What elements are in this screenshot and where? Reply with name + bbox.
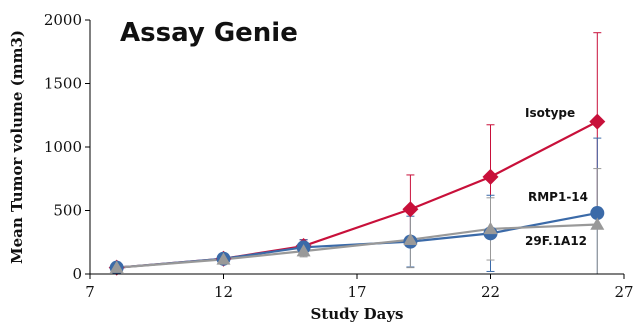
data-point-29f-1a12 (590, 217, 605, 230)
series-label-29f-1a12: 29F.1A12 (525, 234, 587, 248)
data-point-29f-1a12 (403, 232, 418, 245)
data-point-29f-1a12 (109, 260, 124, 273)
data-point-29f-1a12 (216, 252, 231, 265)
y-tick-label: 500 (53, 202, 82, 220)
x-tick-label: 17 (347, 283, 366, 301)
axes-layer (85, 19, 625, 279)
data-point-isotype (402, 201, 419, 218)
data-point-29f-1a12 (296, 244, 311, 257)
y-tick-label: 0 (72, 265, 82, 283)
x-tick-label: 7 (85, 283, 95, 301)
data-point-29f-1a12 (483, 221, 498, 235)
series-label-rmp1-14: RMP1-14 (528, 190, 588, 204)
series-label-isotype: Isotype (525, 106, 575, 120)
data-point-isotype (589, 113, 606, 130)
x-axis-title: Study Days (311, 305, 404, 323)
data-point-isotype (482, 168, 499, 185)
data-point-rmp1-14 (590, 206, 605, 221)
y-axis-title: Mean Tumor volume (mm3) (8, 30, 26, 264)
series-lines-layer (116, 120, 598, 269)
x-tick-label: 12 (214, 283, 233, 301)
labels-layer: 0 500 1000 1500 2000 7 12 17 22 27 Study Days Mean … (8, 11, 634, 323)
x-tick-label: 22 (481, 283, 500, 301)
y-tick-label: 1000 (44, 138, 82, 156)
series-line-29f-1a12 (116, 223, 598, 269)
y-tick-label: 1500 (44, 75, 82, 93)
assay-genie-watermark: Assay Genie (120, 18, 298, 48)
series-markers-layer (108, 113, 606, 276)
x-tick-label: 27 (614, 283, 633, 301)
y-tick-label: 2000 (44, 11, 82, 29)
